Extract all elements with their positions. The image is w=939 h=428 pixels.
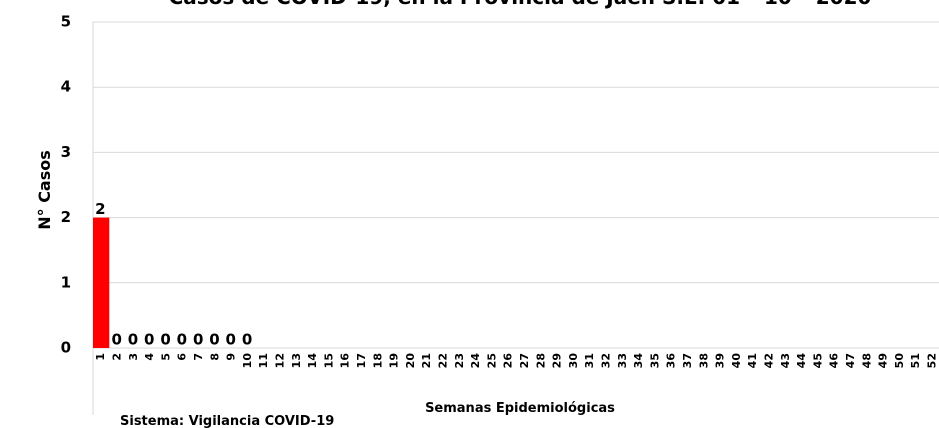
x-tick-label: 19 <box>388 353 401 368</box>
x-tick-label: 32 <box>599 353 612 368</box>
x-tick-label: 10 <box>241 353 254 369</box>
bar <box>93 217 110 348</box>
x-tick-label: 18 <box>371 353 384 368</box>
x-tick-label: 22 <box>436 353 449 368</box>
x-tick-label: 8 <box>208 353 221 361</box>
x-tick-label: 20 <box>404 353 417 369</box>
x-tick-label: 41 <box>746 353 759 368</box>
value-label: 0 <box>160 331 170 349</box>
value-label: 0 <box>226 331 236 349</box>
x-tick-label: 44 <box>795 353 808 369</box>
value-label: 0 <box>128 331 138 349</box>
x-tick-label: 3 <box>127 353 140 361</box>
x-tick-label: 6 <box>176 353 189 361</box>
x-tick-label: 52 <box>925 353 938 368</box>
x-tick-label: 45 <box>811 353 824 368</box>
x-tick-label: 31 <box>583 353 596 368</box>
y-tick-label: 4 <box>61 78 71 96</box>
x-tick-label: 49 <box>877 353 890 368</box>
x-tick-label: 50 <box>893 353 906 369</box>
x-tick-label: 7 <box>192 353 205 361</box>
x-tick-label: 21 <box>420 353 433 368</box>
x-tick-label: 37 <box>681 353 694 368</box>
x-tick-label: 27 <box>518 353 531 368</box>
x-tick-label: 33 <box>616 353 629 368</box>
x-tick-label: 35 <box>648 353 661 368</box>
source-note: Sistema: Vigilancia COVID-19 <box>120 414 334 428</box>
chart-title: Casos de COVID-19, en la Provincia de Ja… <box>169 0 872 9</box>
x-axis-label: Semanas Epidemiológicas <box>425 401 615 416</box>
x-tick-label: 39 <box>714 353 727 368</box>
x-tick-label: 9 <box>225 353 238 361</box>
x-tick-label: 48 <box>860 353 873 368</box>
x-tick-label: 2 <box>110 353 123 361</box>
x-tick-label: 28 <box>534 353 547 368</box>
value-label: 2 <box>95 200 105 218</box>
x-tick-label: 16 <box>339 353 352 369</box>
x-tick-label: 15 <box>322 353 335 368</box>
x-tick-label: 12 <box>273 353 286 368</box>
x-tick-label: 24 <box>469 353 482 369</box>
value-label: 0 <box>111 331 121 349</box>
value-label: 0 <box>193 331 203 349</box>
x-tick-label: 34 <box>632 353 645 369</box>
x-tick-label: 29 <box>551 353 564 368</box>
value-label: 0 <box>242 331 252 349</box>
y-tick-label: 3 <box>61 143 71 161</box>
x-tick-label: 51 <box>909 353 922 368</box>
x-tick-label: 40 <box>730 353 743 369</box>
x-tick-label: 25 <box>485 353 498 368</box>
x-tick-label: 47 <box>844 353 857 368</box>
value-label: 0 <box>144 331 154 349</box>
x-tick-label: 30 <box>567 353 580 369</box>
y-tick-label: 1 <box>61 273 71 291</box>
x-tick-label: 1 <box>94 353 107 361</box>
value-label: 0 <box>177 331 187 349</box>
x-tick-label: 23 <box>453 353 466 368</box>
x-tick-label: 36 <box>665 353 678 369</box>
x-tick-label: 13 <box>290 353 303 368</box>
y-axis-label: N° Casos <box>35 150 54 230</box>
x-tick-label: 46 <box>828 353 841 369</box>
x-tick-label: 5 <box>159 353 172 361</box>
value-label: 0 <box>209 331 219 349</box>
x-tick-label: 17 <box>355 353 368 368</box>
x-tick-label: 42 <box>762 353 775 368</box>
y-tick-label: 5 <box>61 13 71 31</box>
y-tick-label: 0 <box>61 339 71 357</box>
x-tick-label: 11 <box>257 353 270 368</box>
x-tick-label: 38 <box>697 353 710 368</box>
x-tick-label: 26 <box>502 353 515 369</box>
y-tick-label: 2 <box>61 208 71 226</box>
x-tick-label: 43 <box>779 353 792 368</box>
x-tick-label: 4 <box>143 353 156 361</box>
x-tick-label: 14 <box>306 353 319 369</box>
